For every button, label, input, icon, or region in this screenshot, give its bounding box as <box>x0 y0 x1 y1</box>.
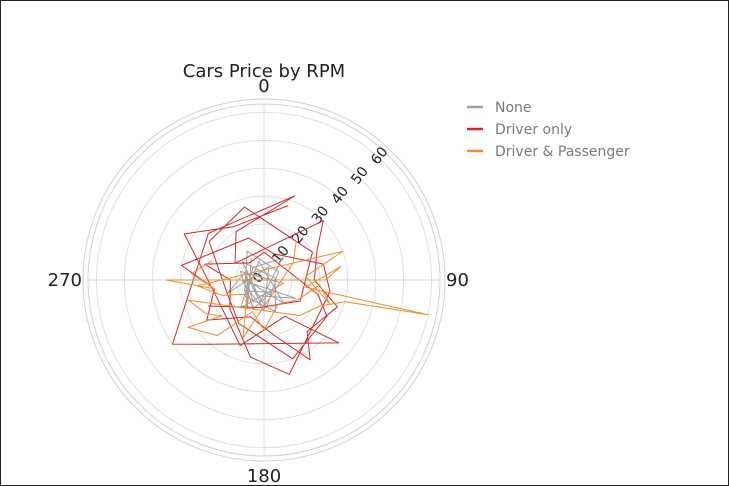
legend-label: None <box>495 100 532 116</box>
legend-label: Driver only <box>495 122 572 138</box>
chart-title: Cars Price by RPM <box>183 61 345 82</box>
angular-tick-label: 0 <box>258 76 269 97</box>
radial-tick-label: 40 <box>329 184 353 208</box>
angular-tick-labels: 0 90 180 270 <box>48 76 469 485</box>
legend-item[interactable]: Driver only <box>467 122 572 138</box>
series-line-0 <box>226 250 296 312</box>
angular-tick-label: 180 <box>247 466 281 485</box>
legend-item[interactable]: None <box>467 100 532 116</box>
legend-label: Driver & Passenger <box>495 144 630 160</box>
radial-tick-label: 30 <box>309 203 333 227</box>
radial-tick-label: 50 <box>348 164 372 188</box>
legend-item[interactable]: Driver & Passenger <box>467 144 630 160</box>
angular-tick-label: 90 <box>446 270 469 291</box>
series-line-2 <box>165 241 429 339</box>
outer-ring <box>82 98 446 462</box>
series-line-1 <box>172 195 340 375</box>
series-layer <box>165 195 429 375</box>
legend: None Driver only Driver & Passenger <box>467 100 630 160</box>
angular-tick-label: 270 <box>48 270 82 291</box>
